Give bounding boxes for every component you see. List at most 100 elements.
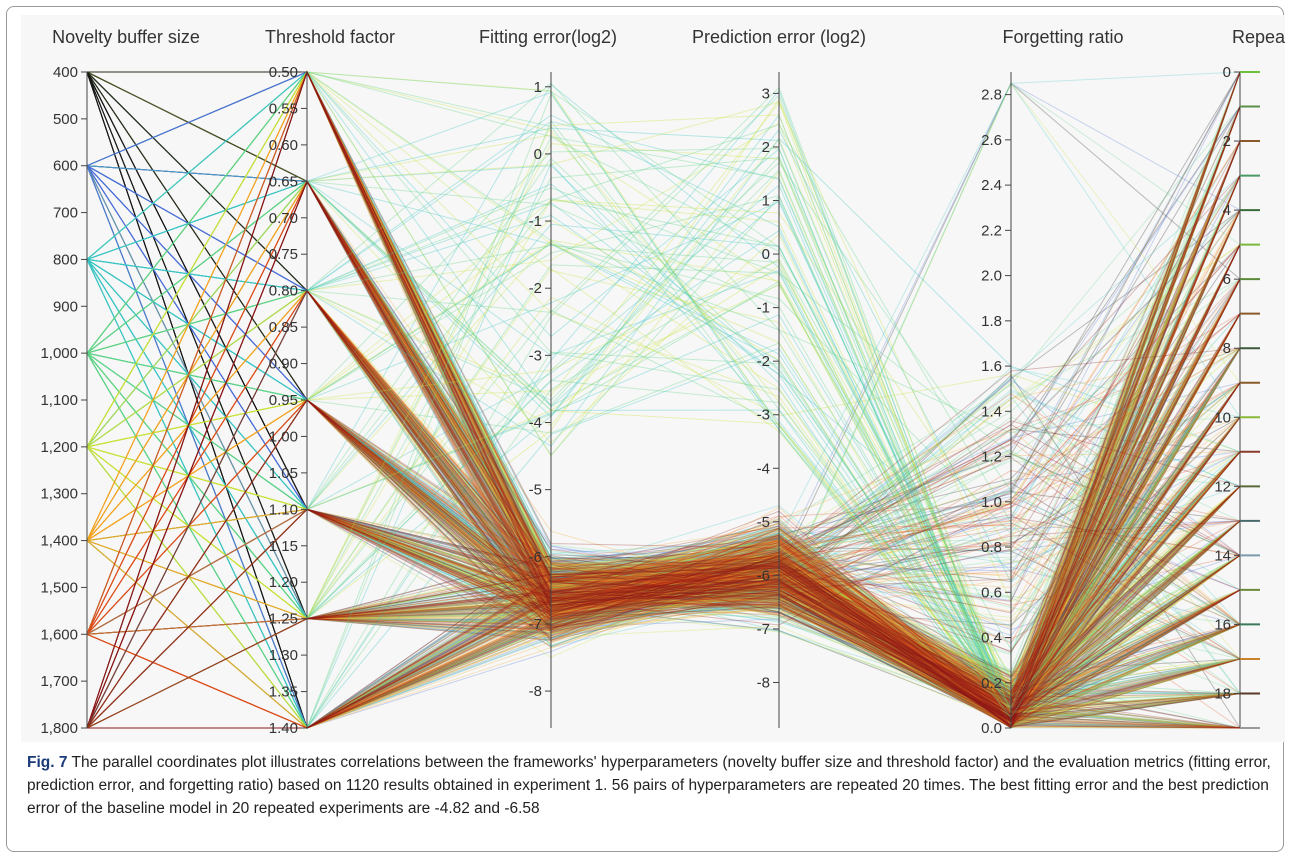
data-polyline [86,140,1241,707]
data-polyline [86,416,1241,722]
data-polyline [86,180,1241,729]
data-polyline [87,579,1241,729]
tick-label-forgetting: 1.6 [981,358,1002,375]
data-polyline [86,244,1241,713]
data-polyline [86,485,1241,728]
data-polyline [86,399,1241,713]
data-polyline [86,180,1241,703]
data-polyline [86,165,1241,729]
data-polyline [86,485,1241,729]
data-polyline [86,399,1241,728]
data-polyline [86,71,1241,705]
axis-title-fitting: Fitting error(log2) [479,27,617,47]
data-polyline [86,278,1241,698]
data-polyline [86,180,1241,711]
data-polyline [86,162,1241,730]
data-polyline [86,289,1241,729]
data-polyline [87,558,1241,729]
data-polyline [86,175,1241,706]
data-polyline [86,259,1241,698]
data-polyline [86,165,1241,729]
data-polyline [86,165,1241,729]
data-polyline [86,71,1241,717]
data-polyline [87,71,1241,729]
data-polyline [86,70,1241,707]
tick-label-buffer: 900 [53,298,78,315]
data-polyline [86,313,1241,711]
data-polyline [86,71,1241,709]
data-polyline [86,180,1241,723]
tick-label-threshold: 1.05 [269,465,298,482]
data-polyline [86,540,1241,722]
data-polyline [86,399,1241,729]
data-polyline [87,71,1241,713]
data-polyline [86,352,1241,729]
data-polyline [86,446,1241,701]
data-polyline [86,70,1241,728]
data-polyline [86,165,1241,729]
data-polyline [86,209,1241,729]
data-polyline [86,289,1241,622]
data-polyline [86,309,1241,702]
data-polyline [86,244,1241,729]
data-polyline [86,140,1241,719]
data-polyline [86,70,1241,703]
tick-label-prediction: -1 [757,300,770,317]
data-polyline [86,352,1241,695]
data-polyline [86,106,1241,708]
data-polyline [86,180,1241,721]
tick-label-threshold: 0.60 [269,137,298,154]
data-polyline [87,71,1241,725]
data-polyline [86,71,1241,625]
data-polyline [86,140,1241,720]
data-polyline [86,106,1241,726]
data-polyline [86,289,1241,683]
data-polyline [87,71,1241,705]
data-polyline [86,540,1241,729]
tick-label-prediction: -3 [757,407,770,424]
data-polyline [87,71,1241,700]
data-polyline [86,165,1241,707]
data-polyline [86,382,1241,619]
data-polyline [86,180,1241,721]
data-polyline [86,278,1241,698]
data-polyline [86,71,1241,726]
data-polyline [86,289,1241,727]
data-polyline [86,71,1241,672]
tick-label-forgetting: 0.8 [981,539,1002,556]
data-polyline [86,352,1241,729]
data-polyline [86,71,1241,693]
data-polyline [86,180,1241,729]
data-polyline [86,71,1241,725]
data-polyline [86,140,1241,698]
data-polyline [86,259,1241,720]
data-polyline [86,71,1241,729]
data-polyline [86,140,1241,635]
data-polyline [86,534,1241,729]
data-polyline [86,175,1241,717]
tick-label-threshold: 1.40 [269,720,298,737]
data-polyline [86,71,1241,603]
data-polyline [86,259,1241,729]
data-polyline [86,180,1241,726]
data-polyline [86,175,1241,711]
data-polyline [86,399,1241,729]
data-polyline [86,347,1241,684]
data-polyline [86,259,1241,729]
data-polyline [86,352,1241,729]
data-polyline [86,175,1241,729]
tick-label-threshold: 0.70 [269,210,298,227]
data-polyline [86,70,1241,729]
tick-label-forgetting: 0.0 [981,720,1002,737]
data-polyline [86,71,1241,707]
data-polyline [86,289,1241,729]
data-polyline [86,71,1241,708]
data-polyline [86,71,1241,721]
data-polyline [86,70,1241,729]
data-polyline [86,180,1241,721]
data-polyline [86,165,1241,729]
data-polyline [86,137,1241,700]
data-polyline [86,71,1241,703]
tick-label-forgetting: 2.6 [981,132,1002,149]
data-polyline [86,540,1241,722]
